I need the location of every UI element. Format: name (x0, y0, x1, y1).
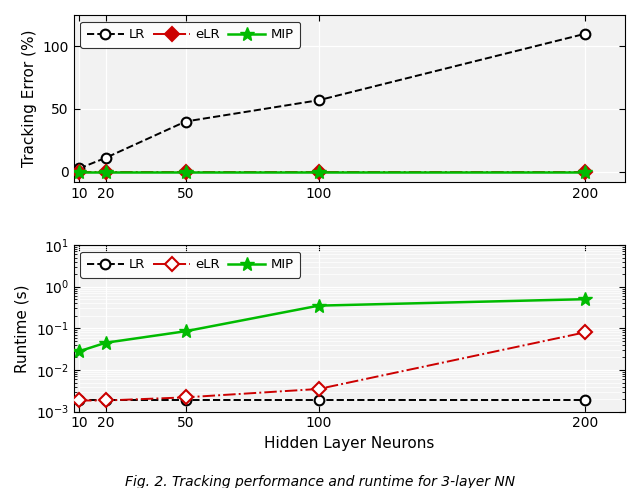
Y-axis label: Runtime (s): Runtime (s) (15, 284, 30, 372)
MIP (76, 169, 83, 175)
Y-axis label: Tracking Error (%): Tracking Error (%) (22, 30, 37, 167)
Legend: LR, eLR, MIP: LR, eLR, MIP (81, 252, 300, 278)
Legend: LR, eLR, MIP: LR, eLR, MIP (81, 21, 300, 48)
eLR (182, 169, 189, 175)
eLR (76, 398, 83, 404)
LR (315, 97, 323, 103)
LR (76, 398, 83, 404)
LR (182, 119, 189, 124)
LR (76, 165, 83, 171)
Line: eLR: eLR (74, 167, 590, 177)
MIP (102, 169, 109, 175)
MIP (581, 169, 589, 175)
LR (102, 398, 109, 404)
MIP (102, 340, 109, 346)
MIP (315, 169, 323, 175)
eLR (315, 386, 323, 392)
Line: MIP: MIP (72, 164, 592, 179)
MIP (581, 296, 589, 302)
Line: MIP: MIP (72, 292, 592, 358)
eLR (315, 169, 323, 175)
LR (102, 155, 109, 161)
Line: LR: LR (74, 396, 590, 406)
eLR (102, 398, 109, 404)
LR (581, 31, 589, 37)
LR (182, 398, 189, 404)
eLR (76, 169, 83, 175)
Line: eLR: eLR (74, 327, 590, 406)
LR (315, 398, 323, 404)
X-axis label: Hidden Layer Neurons: Hidden Layer Neurons (264, 436, 435, 451)
Text: Fig. 2. Tracking performance and runtime for 3-layer NN: Fig. 2. Tracking performance and runtime… (125, 474, 515, 488)
eLR (581, 169, 589, 175)
Line: LR: LR (74, 29, 590, 173)
eLR (182, 394, 189, 400)
LR (581, 398, 589, 404)
MIP (76, 348, 83, 354)
MIP (182, 328, 189, 334)
eLR (102, 169, 109, 175)
MIP (315, 303, 323, 308)
eLR (581, 329, 589, 335)
MIP (182, 169, 189, 175)
